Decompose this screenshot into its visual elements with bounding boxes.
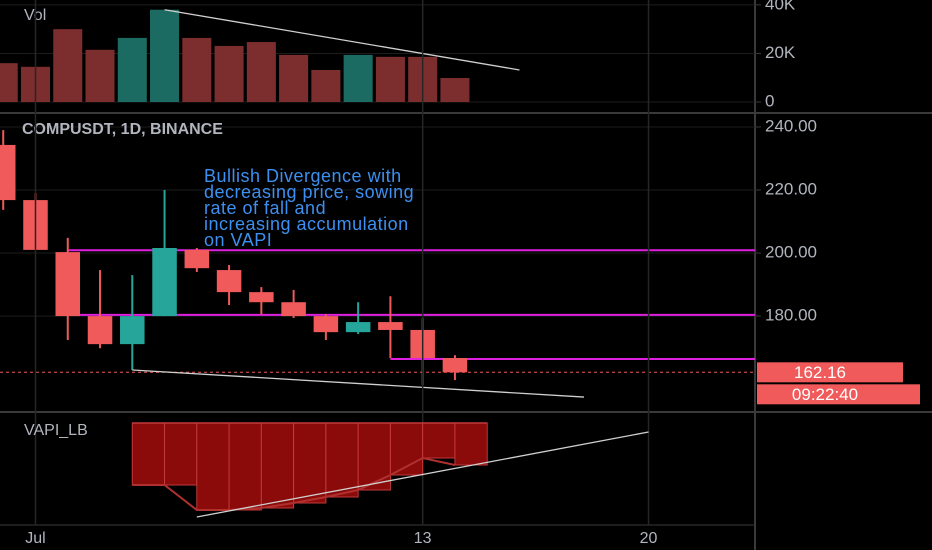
vapi-bar xyxy=(164,422,198,486)
candle-body xyxy=(345,322,371,333)
volume-bar xyxy=(311,69,341,103)
last-price-badge xyxy=(757,362,903,383)
volume-bar xyxy=(375,56,405,103)
annotation-text: decreasing price, sowing xyxy=(204,182,414,202)
x-tick-label: Jul xyxy=(25,530,45,547)
trend-line xyxy=(196,431,649,518)
trend-line xyxy=(164,9,520,71)
volume-bar xyxy=(343,54,373,103)
candle-body xyxy=(0,144,16,201)
vapi-bar xyxy=(228,422,262,511)
candle-body xyxy=(184,249,210,269)
candle-body xyxy=(216,270,242,293)
vapi-bar xyxy=(260,422,295,509)
y-tick-label: 240.00 xyxy=(765,116,817,135)
annotation-text: rate of fall and xyxy=(204,198,326,218)
volume-bar xyxy=(182,37,212,103)
candle-body xyxy=(378,322,403,330)
y-tick-label: 0 xyxy=(765,92,774,111)
vapi-line xyxy=(132,456,456,511)
vapi-bar xyxy=(357,422,391,491)
candle-body xyxy=(55,252,81,317)
vapi-bar xyxy=(293,422,327,504)
vapi-bar xyxy=(454,422,488,466)
candle-body xyxy=(313,316,339,333)
y-tick-label: 180.00 xyxy=(765,306,817,325)
y-tick-label: 200.00 xyxy=(765,243,817,262)
y-tick-label: 20K xyxy=(765,43,796,62)
candle-body xyxy=(152,248,177,317)
candle-body xyxy=(87,316,113,345)
countdown-badge xyxy=(757,384,920,405)
annotation-text: on VAPI xyxy=(204,230,272,250)
volume-bar xyxy=(53,29,83,103)
volume-bar xyxy=(117,37,147,103)
volume-bar xyxy=(279,54,309,103)
volume-bar xyxy=(246,42,276,103)
volume-bar xyxy=(150,9,180,103)
pane-title: VAPI_LB xyxy=(24,422,88,439)
volume-bar xyxy=(0,63,18,103)
candle-body xyxy=(281,302,306,317)
candle-body xyxy=(249,292,274,303)
candle-body xyxy=(120,316,145,345)
candle-body xyxy=(442,357,468,373)
trend-line xyxy=(132,369,585,398)
countdown-label: 09:22:40 xyxy=(792,385,858,404)
y-tick-label: 220.00 xyxy=(765,179,817,198)
x-tick-label: 13 xyxy=(414,530,432,547)
annotation-text: Bullish Divergence with xyxy=(204,166,402,186)
vapi-bar xyxy=(196,422,230,511)
volume-bar xyxy=(440,77,470,103)
vapi-bar xyxy=(131,422,166,486)
vapi-bar xyxy=(422,422,456,459)
last-price-label: 162.16 xyxy=(794,363,846,382)
annotation-text: increasing accumulation xyxy=(204,214,409,234)
vapi-bar xyxy=(325,422,359,498)
y-tick-label: 40K xyxy=(765,0,796,13)
volume-bar xyxy=(214,45,244,103)
pane-title: COMPUSDT, 1D, BINANCE xyxy=(22,121,223,138)
x-tick-label: 20 xyxy=(640,530,658,547)
volume-bar xyxy=(85,49,115,103)
